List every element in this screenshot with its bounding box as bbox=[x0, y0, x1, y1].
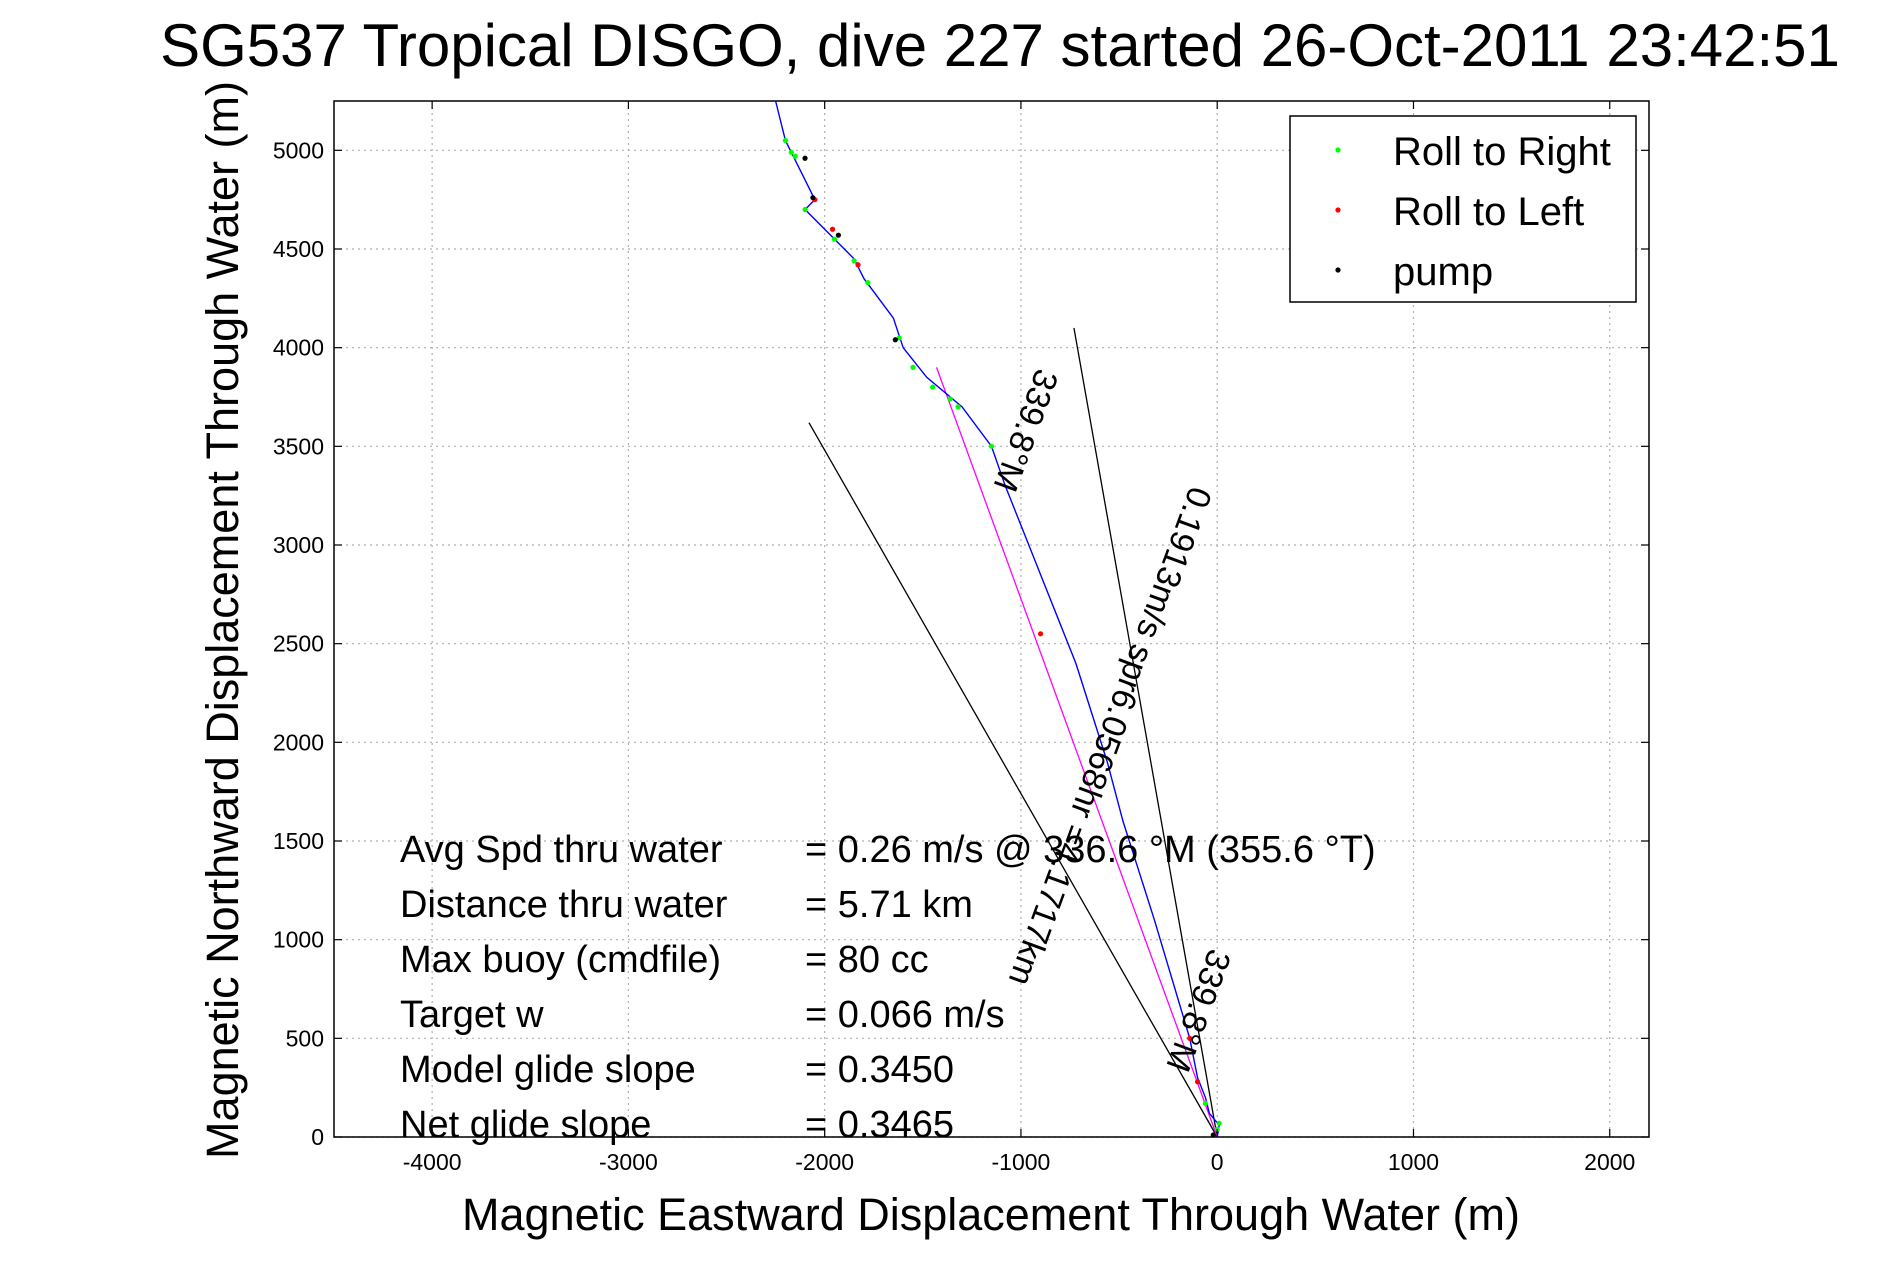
stat-value: = 0.066 m/s bbox=[805, 994, 1005, 1036]
stat-label: Distance thru water bbox=[400, 884, 728, 926]
legend-label: Roll to Left bbox=[1393, 190, 1584, 234]
y-tick-label: 4000 bbox=[273, 335, 324, 361]
y-tick-label: 3500 bbox=[273, 433, 324, 459]
roll-right-point bbox=[802, 206, 808, 213]
pump-point bbox=[835, 232, 842, 238]
legend: Roll to Right Roll to Left pump bbox=[1289, 115, 1637, 303]
legend-marker bbox=[1335, 207, 1341, 213]
x-tick-label: -1000 bbox=[992, 1149, 1051, 1175]
y-tick-label: 1000 bbox=[273, 927, 324, 953]
stats-block: Avg Spd thru water = 0.26 m/s @ 336.6 °M … bbox=[400, 829, 1376, 1146]
legend-box bbox=[1289, 115, 1637, 303]
roll-right-point bbox=[788, 149, 794, 155]
stat-value: = 5.71 km bbox=[805, 884, 973, 926]
pump-point bbox=[1210, 1132, 1216, 1138]
legend-items: Roll to Right Roll to Left pump bbox=[1335, 130, 1611, 294]
guide-line bbox=[935, 367, 1218, 1138]
legend-label: pump bbox=[1393, 250, 1493, 294]
roll-right-point bbox=[1216, 1120, 1222, 1126]
roll-right-point bbox=[792, 153, 798, 159]
y-tick-label: 2500 bbox=[273, 631, 324, 657]
stat-value: = 0.26 m/s @ 336.6 °M (355.6 °T) bbox=[805, 829, 1376, 871]
track-annotation: 339.8°M bbox=[986, 364, 1066, 496]
track-series bbox=[774, 100, 1220, 1138]
roll-left-point bbox=[1194, 1079, 1201, 1085]
stat-label: Max buoy (cmdfile) bbox=[400, 939, 721, 981]
roll-right-point bbox=[851, 258, 857, 264]
pump-point bbox=[892, 337, 898, 343]
plot-area-frame bbox=[333, 100, 1650, 1138]
stat-label: Net glide slope bbox=[400, 1104, 651, 1146]
x-tick-label: -3000 bbox=[599, 1149, 658, 1175]
y-tick-label: 0 bbox=[311, 1124, 324, 1150]
legend-marker bbox=[1335, 267, 1341, 273]
roll-right-point bbox=[947, 396, 953, 402]
track-annotation: 339.8°M bbox=[1158, 944, 1238, 1076]
roll-left-point bbox=[855, 262, 861, 268]
guide-line bbox=[1073, 327, 1218, 1138]
pump-point bbox=[802, 155, 808, 161]
roll-right-point bbox=[910, 364, 916, 370]
y-tick-label: 2000 bbox=[273, 729, 324, 755]
y-tick-label: 500 bbox=[286, 1025, 324, 1051]
x-tick-label: 1000 bbox=[1388, 1149, 1439, 1175]
x-axis-label: Magnetic Eastward Displacement Through W… bbox=[462, 1189, 1520, 1240]
roll-right-point bbox=[782, 137, 789, 144]
roll-right-point bbox=[955, 404, 961, 410]
roll-left-point bbox=[829, 226, 836, 232]
chart-title: SG537 Tropical DISGO, dive 227 started 2… bbox=[160, 12, 1840, 79]
track-annotations: 0.1913m/s spr6.0568hr =4.1717km339.8°M33… bbox=[986, 364, 1238, 1076]
x-tick-label: -2000 bbox=[795, 1149, 854, 1175]
roll-right-point bbox=[1202, 1100, 1209, 1107]
stat-label: Avg Spd thru water bbox=[400, 829, 723, 871]
legend-marker bbox=[1335, 147, 1341, 153]
track-line bbox=[774, 100, 1220, 1138]
axis-ticks: -4000 -3000 -2000 -1000 0 1000 2000 0 500 1000 150… bbox=[273, 101, 1649, 1175]
roll-right-point bbox=[988, 443, 995, 449]
roll-right-point bbox=[831, 236, 838, 242]
x-tick-label: -4000 bbox=[403, 1149, 462, 1175]
guide-line bbox=[808, 422, 1218, 1138]
stat-label: Target w bbox=[400, 994, 544, 1036]
roll-left-point bbox=[1037, 631, 1044, 637]
guide-lines bbox=[808, 327, 1218, 1138]
y-tick-label: 3000 bbox=[273, 532, 324, 558]
roll-right-point bbox=[896, 335, 902, 341]
grid bbox=[334, 101, 1649, 1138]
marker-points bbox=[782, 137, 1222, 1138]
y-axis-label: Magnetic Northward Displacement Through … bbox=[197, 81, 248, 1159]
y-tick-label: 5000 bbox=[273, 137, 324, 163]
y-tick-label: 1500 bbox=[273, 828, 324, 854]
roll-left-point bbox=[1187, 1035, 1193, 1041]
pump-point bbox=[810, 195, 816, 201]
stat-label: Model glide slope bbox=[400, 1049, 696, 1091]
y-tick-label: 4500 bbox=[273, 236, 324, 262]
x-tick-label: 0 bbox=[1211, 1149, 1224, 1175]
roll-right-point bbox=[930, 384, 936, 390]
stat-value: = 80 cc bbox=[805, 939, 929, 981]
x-tick-label: 2000 bbox=[1584, 1149, 1635, 1175]
legend-label: Roll to Right bbox=[1393, 130, 1611, 174]
stat-value: = 0.3465 bbox=[805, 1104, 954, 1146]
roll-right-point bbox=[865, 279, 871, 286]
stat-value: = 0.3450 bbox=[805, 1049, 954, 1091]
